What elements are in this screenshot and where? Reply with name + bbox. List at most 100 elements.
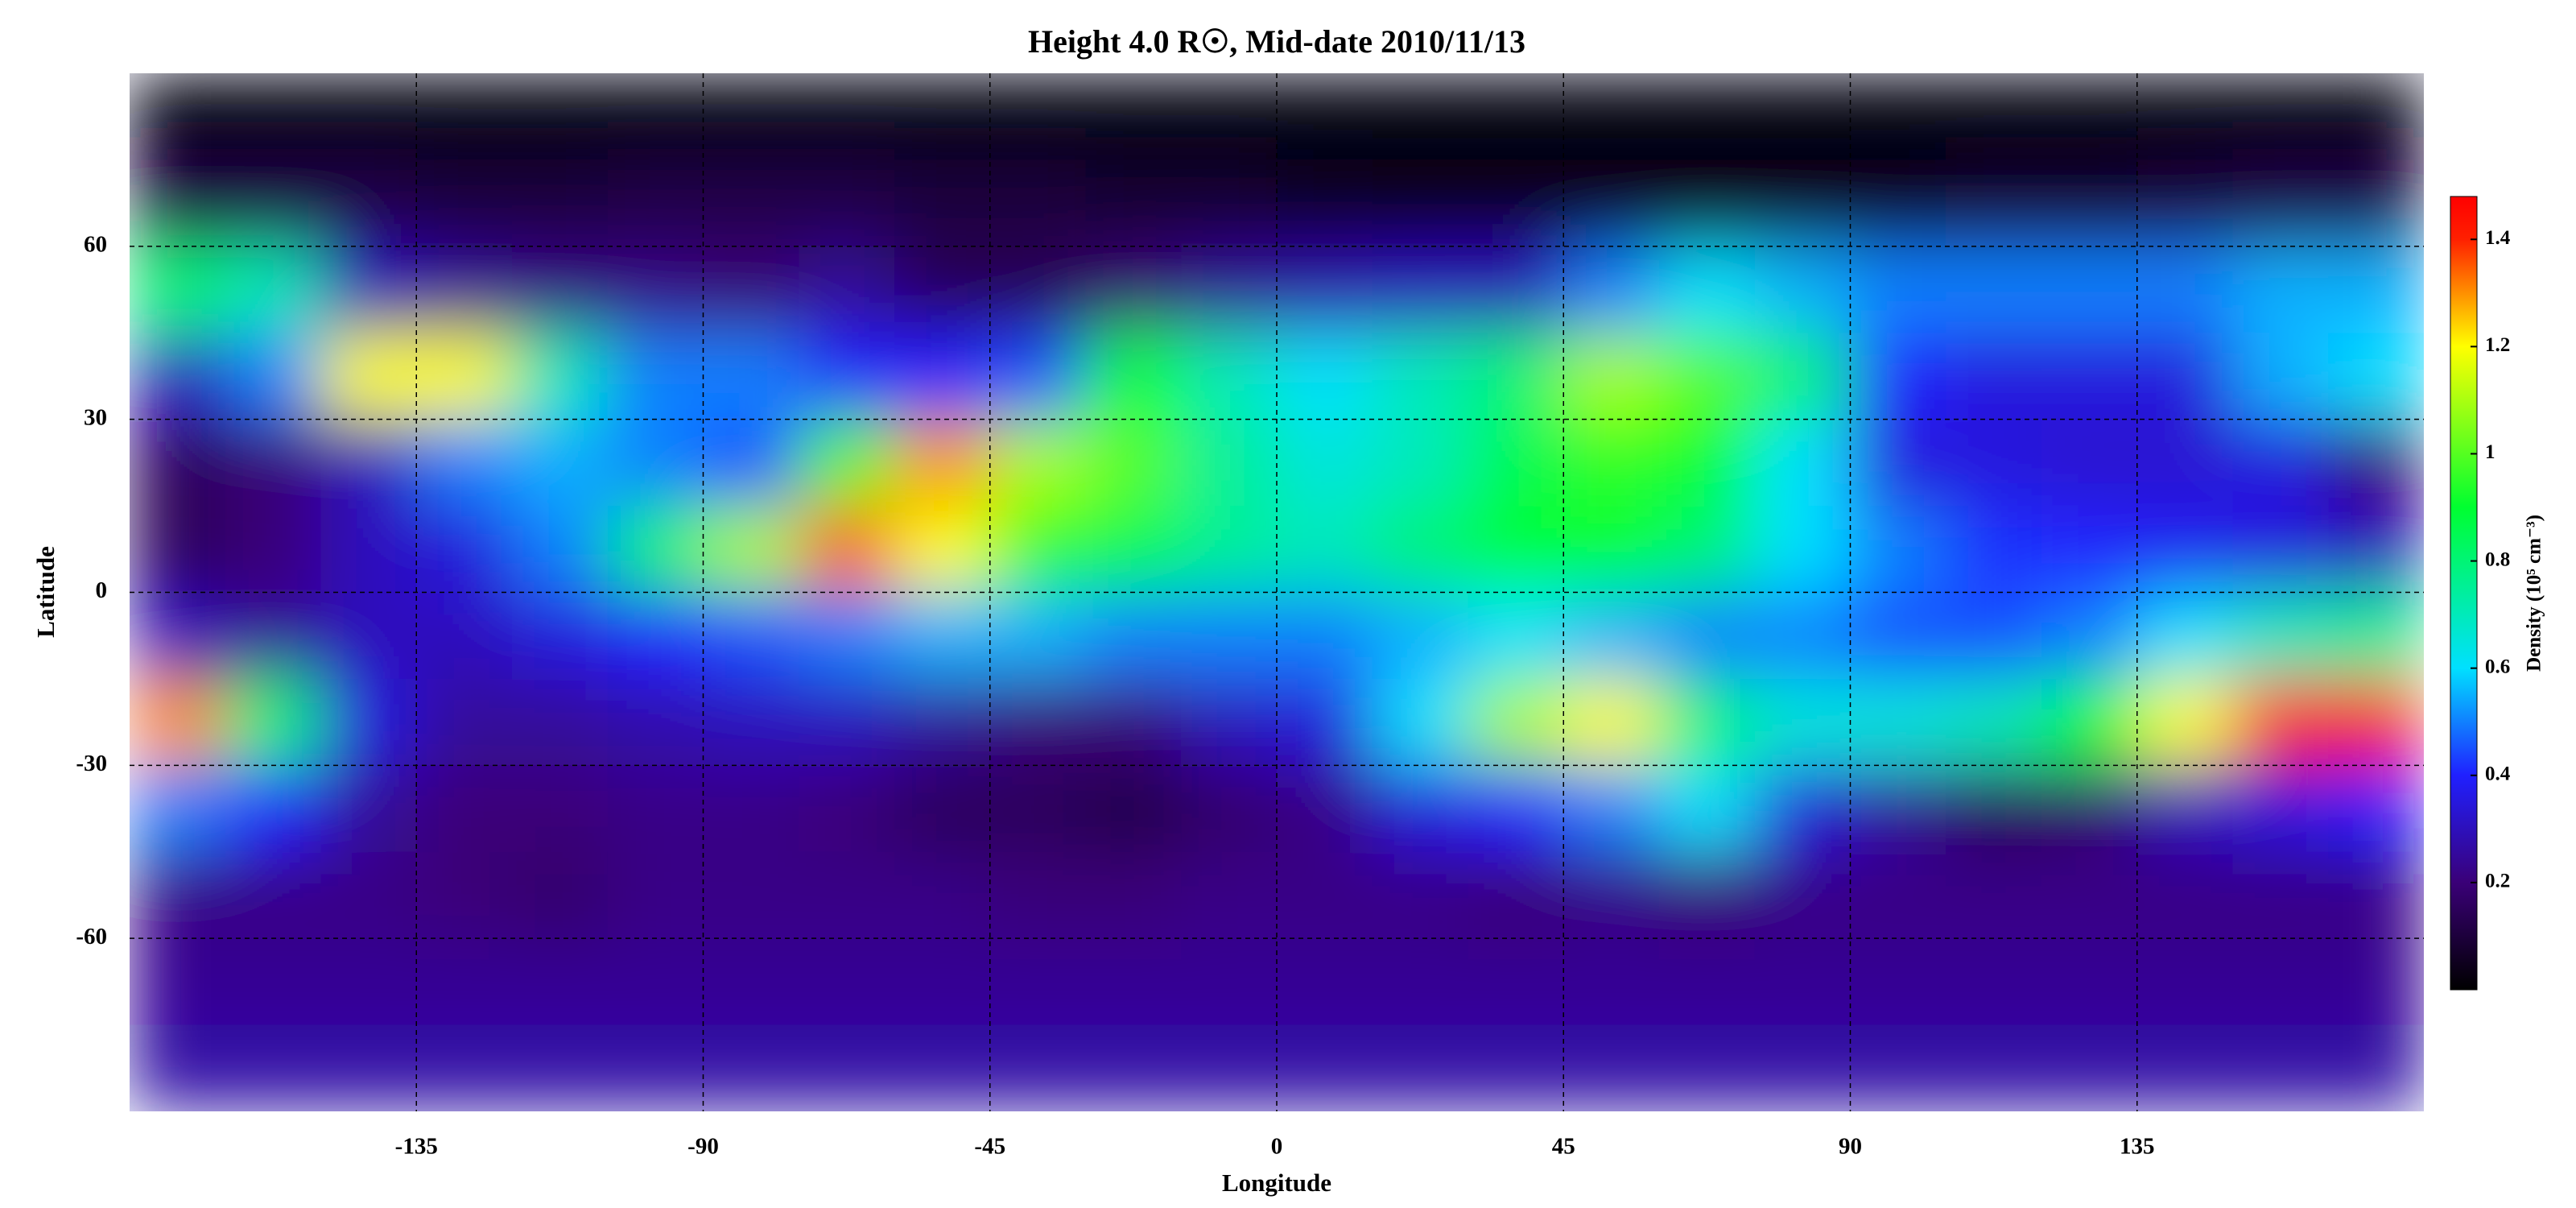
heat-cell [1181,506,1278,593]
heat-cell [894,333,991,420]
heat-cell [799,765,895,853]
heat-cell [1659,159,1756,247]
heat-cell [2328,1024,2424,1111]
heat-cell [2136,1024,2233,1111]
heat-cell [1850,851,1946,939]
heat-cell [1277,333,1373,420]
heat-cell [1946,851,2042,939]
heat-cell [2136,246,2233,333]
heat-cell [1181,73,1278,160]
heat-cell [1181,938,1278,1026]
heat-cell [2232,678,2329,766]
heat-cell [320,851,417,939]
heat-cell [894,765,991,853]
heat-cell [1563,73,1660,160]
heatmap [130,73,2424,1111]
heat-cell [416,246,513,333]
heat-cell [989,419,1086,507]
heat-cell [1468,1024,1564,1111]
heat-cell [512,765,609,853]
heat-cell [2328,246,2424,333]
heat-cell [512,419,609,507]
heat-cell [225,938,321,1026]
heat-cell [1085,246,1182,333]
heat-cell [1659,506,1756,593]
heat-cell [1563,851,1660,939]
heat-cell [1468,73,1564,160]
heatmap-cells [130,73,2424,1111]
heat-cell [2041,851,2138,939]
heat-cell [1946,592,2042,680]
heat-cell [989,938,1086,1026]
heat-cell [1085,938,1182,1026]
heat-cell [320,678,417,766]
heat-cell [2232,419,2329,507]
heat-cell [320,592,417,680]
heat-cell [2041,765,2138,853]
heat-cell [1754,246,1851,333]
heat-cell [799,1024,895,1111]
heat-cell [1372,765,1468,853]
heat-cell [2041,333,2138,420]
heat-cell [1372,592,1468,680]
heat-cell [130,678,226,766]
heat-cell [607,1024,704,1111]
heat-cell [894,938,991,1026]
heat-cell [1468,851,1564,939]
heat-cell [989,678,1086,766]
heat-cell [2041,73,2138,160]
heat-cell [2232,938,2329,1026]
heat-cell [320,333,417,420]
heat-cell [1563,246,1660,333]
heat-cell [1085,1024,1182,1111]
heat-cell [1277,506,1373,593]
heat-cell [2136,159,2233,247]
colorbar-tick-label: 0.2 [2485,871,2510,892]
heat-cell [320,73,417,160]
heat-cell [1277,592,1373,680]
heat-cell [1563,506,1660,593]
heat-cell [2232,765,2329,853]
heat-cell [703,851,799,939]
heat-cell [130,73,226,160]
heat-cell [2328,159,2424,247]
heat-cell [894,592,991,680]
heat-cell [1850,938,1946,1026]
heat-cell [989,765,1086,853]
heat-cell [1659,333,1756,420]
heat-cell [130,1024,226,1111]
heat-cell [1181,159,1278,247]
heat-cell [512,333,609,420]
heat-cell [1181,333,1278,420]
heat-cell [799,938,895,1026]
heat-cell [1754,592,1851,680]
heat-cell [1754,678,1851,766]
heat-cell [1563,938,1660,1026]
heat-cell [2328,419,2424,507]
heat-cell [894,851,991,939]
heat-cell [703,73,799,160]
heat-cell [225,506,321,593]
heat-cell [1372,333,1468,420]
heat-cell [1659,678,1756,766]
heat-cell [1659,419,1756,507]
heat-cell [1850,678,1946,766]
heat-cell [989,1024,1086,1111]
y-tick-label: 30 [84,404,107,430]
heat-cell [1563,592,1660,680]
heat-cell [1277,851,1373,939]
heat-cell [2041,159,2138,247]
heat-cell [1085,73,1182,160]
heat-cell [2328,765,2424,853]
heat-cell [320,419,417,507]
x-tick-label: -45 [974,1134,1005,1160]
heat-cell [320,246,417,333]
heat-cell [1085,419,1182,507]
heat-cell [607,506,704,593]
heat-cell [1181,1024,1278,1111]
heat-cell [1754,506,1851,593]
heat-cell [416,159,513,247]
heat-cell [2328,73,2424,160]
heat-cell [416,765,513,853]
heat-cell [1946,765,2042,853]
